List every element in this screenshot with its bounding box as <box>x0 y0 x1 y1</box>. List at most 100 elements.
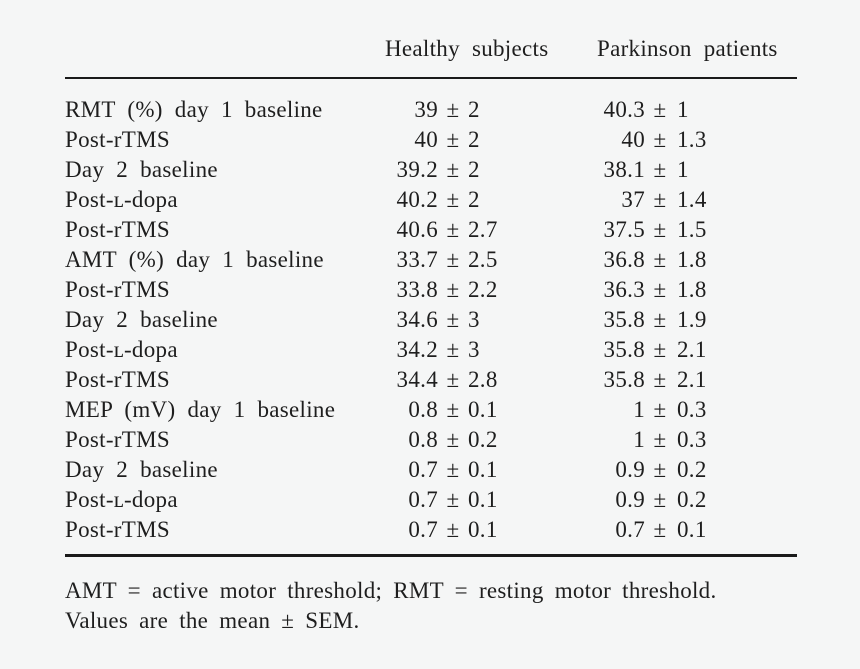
parkinson-value-cell: 37 ± 1.4 <box>597 185 797 215</box>
plus-minus-sign: ± <box>653 187 667 212</box>
parkinson-sem-value: 1 <box>677 97 689 122</box>
parkinson-sem-value: 1.8 <box>677 247 707 272</box>
column-gap <box>565 425 597 455</box>
parkinson-mean-value: 0.9 <box>615 457 645 482</box>
parkinson-mean-value: 1 <box>633 397 645 422</box>
healthy-sem-value: 2.2 <box>468 277 498 302</box>
plus-minus-sign: ± <box>653 217 667 242</box>
plus-minus-sign: ± <box>446 187 460 212</box>
plus-minus-sign: ± <box>653 277 667 302</box>
parkinson-value-cell: 0.9 ± 0.2 <box>597 485 797 515</box>
parkinson-mean-value: 36.8 <box>603 247 645 272</box>
row-label: RMT (%) day 1 baseline <box>65 97 323 122</box>
column-gap <box>565 335 597 365</box>
row-label: Post-rTMS <box>65 517 170 542</box>
row-label: Post-rTMS <box>65 367 170 392</box>
table-body: RMT (%) day 1 baseline 39 ± 2 40.3 ± 1 P… <box>65 95 797 545</box>
healthy-mean-value: 34.4 <box>396 367 438 392</box>
table-bottom-rule <box>65 554 797 557</box>
plus-minus-sign: ± <box>653 457 667 482</box>
table-row: Post-rTMS 33.8 ± 2.2 36.3 ± 1.8 <box>65 275 797 305</box>
parkinson-value-cell: 35.8 ± 1.9 <box>597 305 797 335</box>
parkinson-sem-value: 0.3 <box>677 427 707 452</box>
parkinson-sem-value: 0.1 <box>677 517 707 542</box>
plus-minus-sign: ± <box>653 397 667 422</box>
healthy-mean-value: 33.7 <box>396 247 438 272</box>
healthy-sem-value: 2.8 <box>468 367 498 392</box>
parkinson-mean-value: 38.1 <box>603 157 645 182</box>
column-gap <box>565 185 597 215</box>
row-label: MEP (mV) day 1 baseline <box>65 397 336 422</box>
healthy-value-cell: 0.7 ± 0.1 <box>385 515 565 545</box>
healthy-sem-value: 0.1 <box>468 457 498 482</box>
table-row: Post-rTMS 40.6 ± 2.7 37.5 ± 1.5 <box>65 215 797 245</box>
healthy-mean-value: 0.8 <box>408 397 438 422</box>
table-row: Post-rTMS 40 ± 2 40 ± 1.3 <box>65 125 797 155</box>
parkinson-mean-value: 35.8 <box>603 337 645 362</box>
parkinson-mean-value: 35.8 <box>603 367 645 392</box>
healthy-value-cell: 0.7 ± 0.1 <box>385 455 565 485</box>
column-header-healthy-subjects: Healthy subjects <box>385 36 549 61</box>
healthy-mean-value: 40 <box>414 127 438 152</box>
plus-minus-sign: ± <box>653 487 667 512</box>
parkinson-sem-value: 1.3 <box>677 127 707 152</box>
plus-minus-sign: ± <box>446 337 460 362</box>
table-top-rule <box>65 77 797 79</box>
plus-minus-sign: ± <box>653 97 667 122</box>
header-empty-cell <box>65 34 385 64</box>
healthy-sem-value: 3 <box>468 307 480 332</box>
parkinson-value-cell: 38.1 ± 1 <box>597 155 797 185</box>
parkinson-sem-value: 0.3 <box>677 397 707 422</box>
table-row: MEP (mV) day 1 baseline 0.8 ± 0.1 1 ± 0.… <box>65 395 797 425</box>
table-row: RMT (%) day 1 baseline 39 ± 2 40.3 ± 1 <box>65 95 797 125</box>
parkinson-value-cell: 1 ± 0.3 <box>597 395 797 425</box>
parkinson-value-cell: 0.9 ± 0.2 <box>597 455 797 485</box>
row-label: Post-ʟ-dopa <box>65 337 178 362</box>
row-label: Post-rTMS <box>65 427 170 452</box>
parkinson-sem-value: 2.1 <box>677 337 707 362</box>
column-gap <box>565 155 597 185</box>
healthy-sem-value: 2 <box>468 157 480 182</box>
plus-minus-sign: ± <box>653 517 667 542</box>
parkinson-value-cell: 40.3 ± 1 <box>597 95 797 125</box>
column-gap <box>565 485 597 515</box>
healthy-mean-value: 0.7 <box>408 457 438 482</box>
healthy-mean-value: 0.7 <box>408 517 438 542</box>
results-table: Healthy subjects Parkinson patients RMT … <box>65 34 797 557</box>
parkinson-sem-value: 0.2 <box>677 457 707 482</box>
plus-minus-sign: ± <box>446 307 460 332</box>
row-label: Post-ʟ-dopa <box>65 187 178 212</box>
healthy-value-cell: 40.2 ± 2 <box>385 185 565 215</box>
plus-minus-sign: ± <box>446 247 460 272</box>
table-row: Post-ʟ-dopa 34.2 ± 3 35.8 ± 2.1 <box>65 335 797 365</box>
column-gap <box>565 455 597 485</box>
parkinson-mean-value: 0.9 <box>615 487 645 512</box>
healthy-mean-value: 0.7 <box>408 487 438 512</box>
healthy-value-cell: 40.6 ± 2.7 <box>385 215 565 245</box>
column-gap <box>565 95 597 125</box>
parkinson-mean-value: 36.3 <box>603 277 645 302</box>
healthy-mean-value: 39 <box>414 97 438 122</box>
parkinson-sem-value: 1.9 <box>677 307 707 332</box>
parkinson-mean-value: 40 <box>621 127 645 152</box>
row-label: Day 2 baseline <box>65 457 218 482</box>
column-gap <box>565 245 597 275</box>
parkinson-value-cell: 36.8 ± 1.8 <box>597 245 797 275</box>
row-label: Day 2 baseline <box>65 307 218 332</box>
plus-minus-sign: ± <box>446 217 460 242</box>
plus-minus-sign: ± <box>446 157 460 182</box>
row-label: Post-ʟ-dopa <box>65 487 178 512</box>
healthy-sem-value: 0.1 <box>468 397 498 422</box>
row-label: Post-rTMS <box>65 217 170 242</box>
healthy-mean-value: 34.2 <box>396 337 438 362</box>
parkinson-value-cell: 40 ± 1.3 <box>597 125 797 155</box>
parkinson-mean-value: 35.8 <box>603 307 645 332</box>
plus-minus-sign: ± <box>446 97 460 122</box>
parkinson-value-cell: 37.5 ± 1.5 <box>597 215 797 245</box>
healthy-sem-value: 2.5 <box>468 247 498 272</box>
healthy-value-cell: 33.7 ± 2.5 <box>385 245 565 275</box>
parkinson-value-cell: 36.3 ± 1.8 <box>597 275 797 305</box>
healthy-sem-value: 2 <box>468 97 480 122</box>
column-gap <box>565 275 597 305</box>
healthy-value-cell: 33.8 ± 2.2 <box>385 275 565 305</box>
